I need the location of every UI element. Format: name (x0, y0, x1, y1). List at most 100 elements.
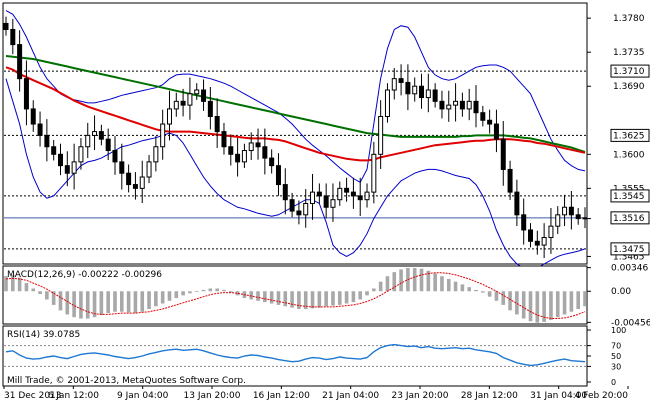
rsi-line (5, 343, 586, 367)
macd-bar-28 (194, 291, 199, 293)
macd-bar-21 (147, 291, 151, 309)
price-bar-32 (221, 122, 227, 155)
macd-panel: 0.00346 0.00 -0.00456 MACD(12,26,9) -0.002… (2, 264, 650, 328)
macd-bar-61 (419, 268, 424, 292)
price-bar-27 (187, 77, 193, 120)
price-bar-63 (432, 83, 438, 108)
price-tick-label-1: 1.3735 (613, 48, 645, 58)
macd-bar-65 (446, 278, 451, 292)
price-bar-2 (17, 30, 23, 92)
macd-bar-70 (481, 291, 485, 293)
price-panel-frame (2, 2, 588, 265)
price-bar-70 (480, 105, 486, 127)
macd-bar-1 (11, 274, 15, 292)
rsi-tick-label-3: 30 (611, 362, 621, 371)
price-bar-15 (105, 128, 111, 161)
price-bar-14 (98, 124, 104, 146)
rsi-tick-label-0: 100 (611, 326, 626, 335)
macd-bar-0 (4, 276, 8, 292)
fast-ma-line (5, 66, 586, 162)
price-tick-label-2: 1.3690 (613, 82, 645, 92)
macd-bar-63 (433, 273, 437, 292)
price-bar-37 (255, 128, 261, 160)
macd-bar-4 (31, 288, 36, 292)
rsi-tick-label-1: 70 (611, 342, 621, 351)
price-bar-23 (160, 109, 166, 160)
macd-bar-80 (549, 291, 553, 320)
macd-bar-9 (65, 291, 70, 315)
watermark: Mill Trade, © 2001-2013, MetaQuotes Soft… (7, 376, 246, 386)
macd-bar-82 (562, 291, 567, 315)
price-tick-label-4: 1.3555 (613, 184, 645, 194)
price-bar-77 (528, 223, 534, 248)
level-box-0 (610, 64, 650, 78)
macd-bar-7 (51, 291, 56, 305)
macd-bar-58 (399, 269, 403, 292)
price-bar-1 (10, 18, 16, 55)
macd-bar-15 (106, 291, 110, 314)
time-tick-label-1: 6 Jan 12:00 (48, 391, 100, 400)
price-bar-78 (534, 230, 540, 255)
price-bar-72 (493, 109, 499, 153)
macd-tick-label-0: 0.00346 (611, 264, 648, 274)
price-bar-64 (439, 90, 445, 119)
price-bar-46 (316, 183, 322, 204)
macd-bar-43 (297, 291, 301, 309)
price-bar-84 (575, 208, 581, 225)
macd-bar-83 (569, 291, 574, 312)
macd-bar-47 (324, 291, 328, 307)
macd-bar-11 (79, 291, 83, 319)
macd-tick-label-1: 0.00 (611, 287, 631, 297)
price-bar-17 (119, 143, 125, 190)
price-bar-55 (378, 100, 384, 169)
macd-bar-79 (542, 291, 546, 322)
macd-bar-67 (460, 284, 465, 292)
price-bar-58 (398, 64, 404, 96)
macd-bar-17 (120, 291, 124, 312)
price-bar-66 (453, 83, 459, 122)
level-label-2: 1.3545 (613, 192, 645, 202)
level-box-2 (610, 189, 650, 203)
price-bar-36 (248, 132, 254, 161)
price-bar-13 (92, 115, 98, 151)
macd-bar-40 (276, 291, 281, 305)
price-bar-38 (262, 128, 268, 175)
macd-bar-50 (344, 291, 349, 304)
current-price-label: 1.3516 (613, 214, 645, 224)
price-bar-75 (514, 179, 520, 227)
macd-bar-33 (228, 291, 233, 293)
macd-bar-24 (167, 291, 172, 301)
price-bar-34 (235, 138, 241, 177)
macd-bar-37 (256, 291, 260, 301)
level-label-0: 1.3710 (613, 67, 645, 77)
price-bar-60 (412, 77, 418, 102)
macd-bar-54 (372, 288, 376, 292)
time-tick-label-6: 23 Jan 20:00 (392, 391, 449, 400)
price-bar-49 (337, 181, 343, 206)
macd-bar-26 (181, 291, 185, 296)
macd-bar-75 (515, 291, 519, 315)
price-bar-35 (241, 143, 247, 168)
macd-bar-45 (310, 291, 315, 309)
rsi-tick-label-4: 0 (611, 378, 616, 387)
price-bar-76 (521, 198, 527, 245)
price-bar-6 (44, 119, 50, 162)
macd-bar-62 (426, 270, 431, 292)
macd-bar-13 (92, 291, 97, 318)
macd-bar-64 (440, 276, 444, 292)
macd-bar-69 (474, 289, 478, 292)
macd-bar-3 (24, 283, 29, 292)
time-tick-label-2: 9 Jan 04:00 (117, 391, 169, 400)
macd-bar-49 (337, 291, 342, 305)
macd-bar-76 (521, 291, 526, 319)
price-bar-81 (555, 206, 561, 235)
price-tick-label-0: 1.3780 (613, 14, 645, 24)
macd-bar-32 (222, 289, 226, 292)
rsi-panel-frame (2, 325, 588, 387)
price-bar-33 (228, 134, 234, 166)
time-tick-label-0: 31 Dec 2013 (4, 391, 62, 400)
price-bar-42 (289, 192, 295, 218)
price-bar-54 (371, 141, 377, 204)
